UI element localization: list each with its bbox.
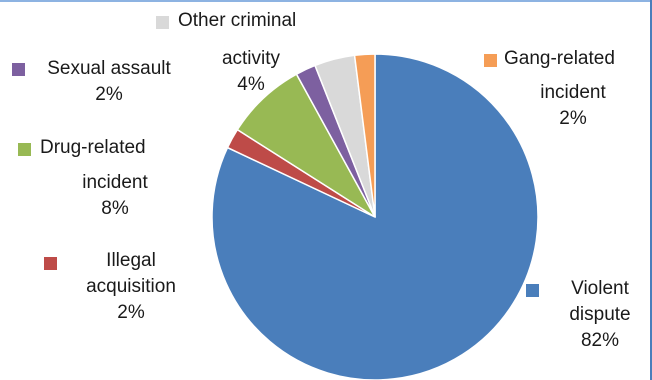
legend-swatch-other-criminal [156, 16, 169, 29]
legend-swatch-violent-dispute [526, 284, 539, 297]
slice-gang-related [353, 53, 376, 218]
label-gang-related: Gang-related [504, 48, 615, 69]
top-strip [0, 0, 652, 8]
label-drug-related: Drug-related [40, 137, 146, 158]
top-accent-bar [0, 0, 652, 2]
legend-swatch-gang-related [484, 54, 497, 67]
label-sexual-assault: Sexual assault 2% [47, 58, 171, 105]
label-violent-dispute: Violent dispute 82% [569, 278, 631, 351]
frame-right-edge [650, 0, 652, 380]
label-drug-related-cont: incident 8% [82, 172, 148, 219]
legend-swatch-drug-related [18, 143, 31, 156]
label-other-criminal-cont: activity 4% [221, 48, 281, 95]
legend-swatch-illegal-acquisition [44, 257, 57, 270]
label-gang-related-cont: incident 2% [540, 82, 606, 129]
legend-swatch-sexual-assault [12, 63, 25, 76]
label-illegal-acquisition: Illegal acquisition 2% [86, 250, 176, 323]
label-other-criminal: Other criminal [178, 10, 297, 31]
